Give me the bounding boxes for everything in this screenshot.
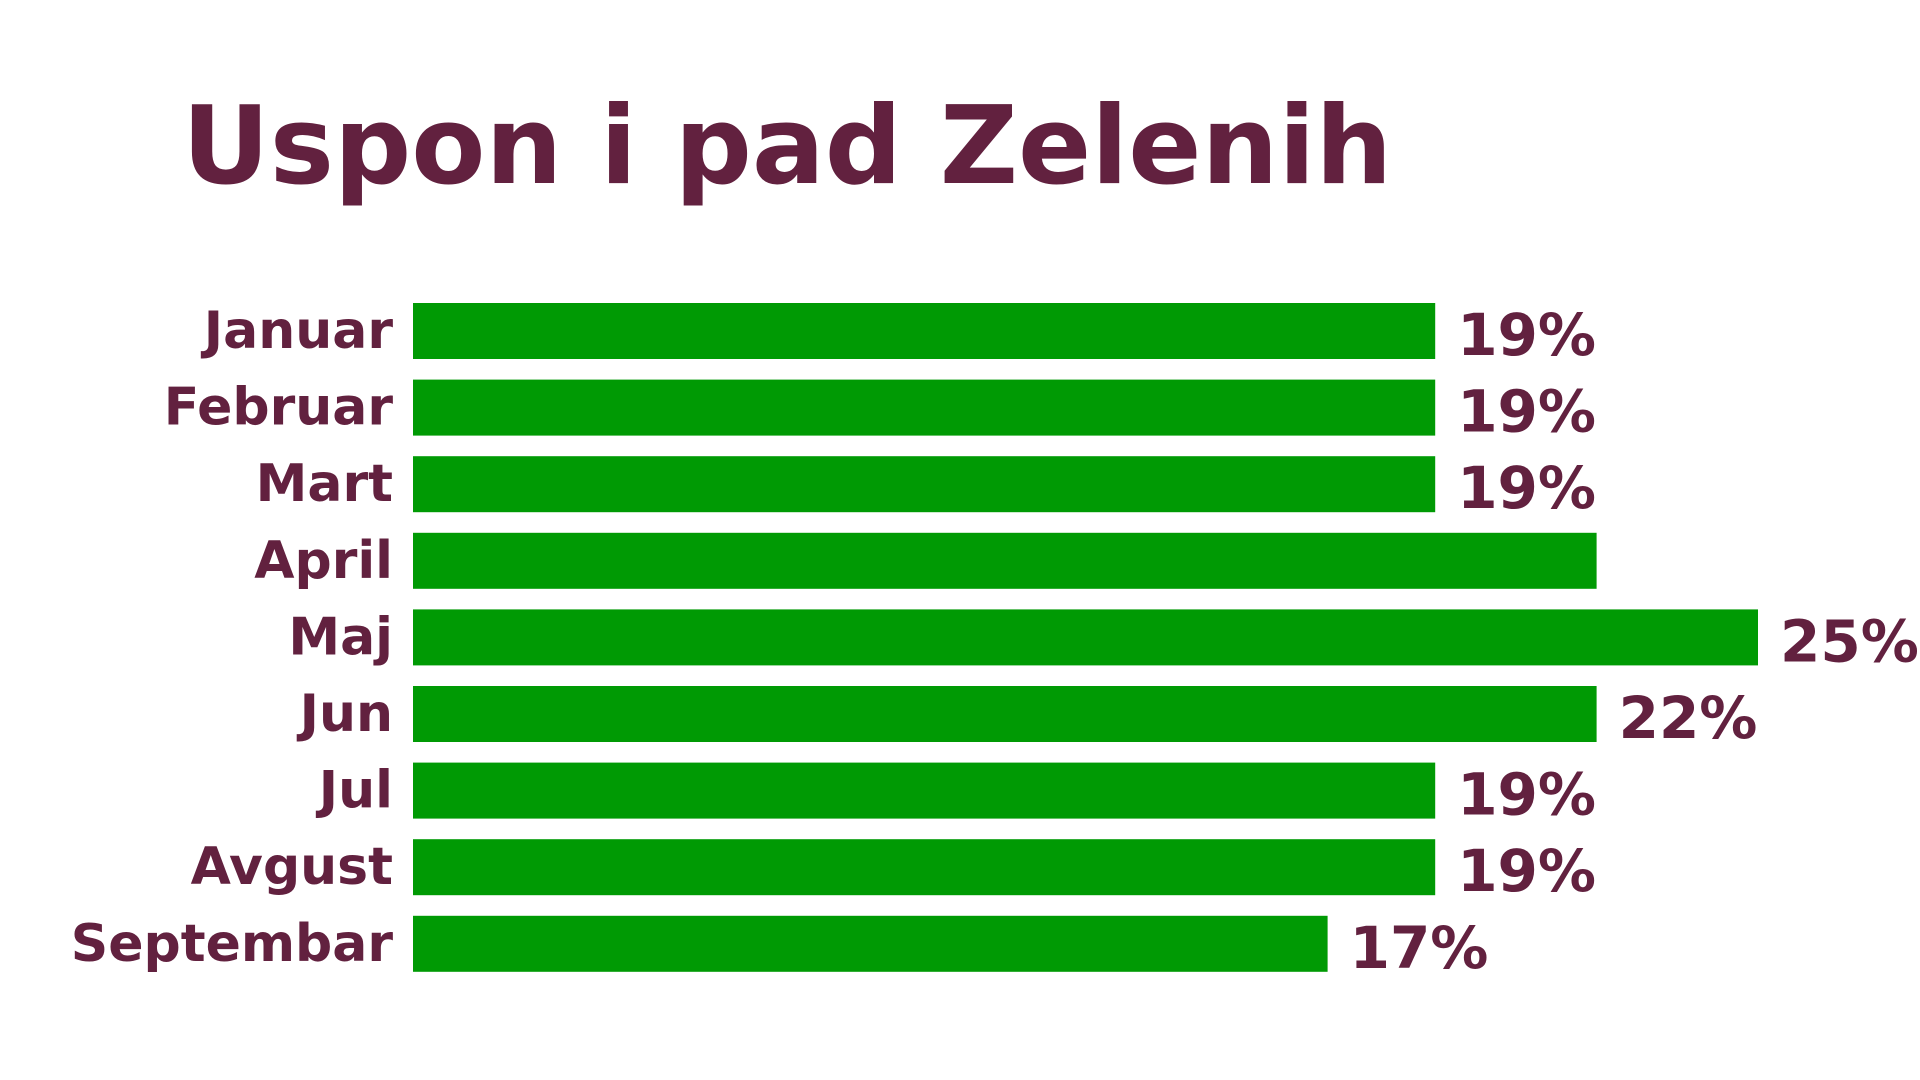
bar-februar — [413, 379, 1436, 436]
value-label-mart: 19% — [1457, 454, 1596, 522]
bar-jul — [413, 762, 1436, 819]
bars-layer: Januar 19% Februar 19% Mart 19% April Maj 25% Jun… — [71, 301, 1919, 982]
value-label-februar: 19% — [1457, 378, 1596, 446]
bar-mart — [413, 456, 1436, 513]
bar-jun — [413, 686, 1597, 742]
category-label-jul: Jul — [316, 761, 393, 821]
value-label-januar: 19% — [1457, 301, 1596, 369]
value-label-jun: 22% — [1619, 684, 1758, 752]
chart-title: Uspon i pad Zelenih — [182, 84, 1393, 209]
category-label-maj: Maj — [288, 607, 393, 667]
category-label-mart: Mart — [256, 454, 393, 514]
category-label-septembar: Septembar — [71, 914, 394, 974]
bar-januar — [413, 303, 1436, 359]
value-label-avgust: 19% — [1457, 837, 1596, 905]
value-label-septembar: 17% — [1350, 914, 1489, 982]
category-label-jun: Jun — [297, 684, 393, 744]
bar-avgust — [413, 839, 1436, 896]
category-label-januar: Januar — [201, 301, 394, 361]
bar-april — [413, 532, 1597, 589]
value-label-jul: 19% — [1457, 761, 1596, 829]
category-label-april: April — [254, 531, 393, 591]
category-label-februar: Februar — [164, 378, 394, 438]
bar-septembar — [413, 915, 1328, 972]
category-label-avgust: Avgust — [191, 837, 393, 897]
bar-maj — [413, 609, 1758, 666]
value-label-maj: 25% — [1780, 607, 1919, 675]
